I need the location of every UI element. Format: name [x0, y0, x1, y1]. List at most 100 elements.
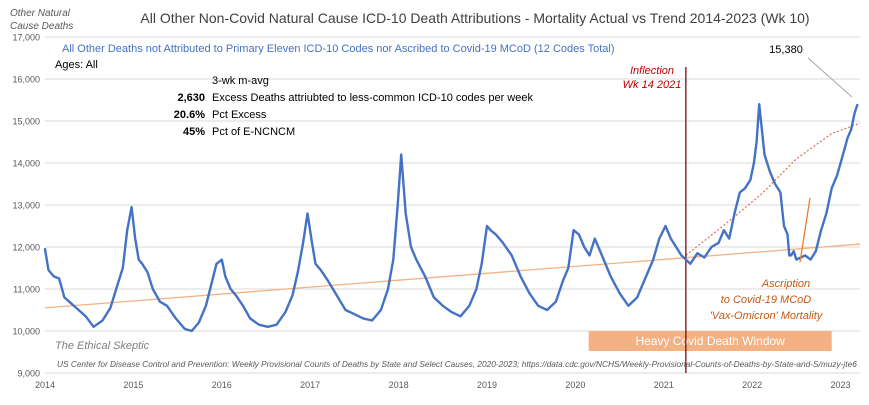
- data-point: [130, 206, 133, 208]
- y-tick-label: 12,000: [12, 243, 40, 253]
- data-point: [327, 279, 329, 282]
- data-point: [820, 229, 822, 231]
- data-point: [380, 309, 382, 311]
- data-point: [235, 294, 237, 297]
- data-point: [183, 328, 186, 330]
- data-point: [510, 254, 513, 257]
- inflection-label-line2: Wk 14 2021: [623, 79, 682, 91]
- trend-line: [44, 243, 861, 309]
- data-point: [783, 225, 785, 227]
- data-point: [680, 254, 683, 257]
- data-point: [652, 258, 654, 261]
- data-point: [242, 305, 244, 307]
- peak-leader-line: [807, 57, 853, 98]
- data-point: [779, 191, 782, 194]
- data-point: [396, 204, 399, 206]
- data-point: [175, 317, 177, 320]
- data-point: [728, 237, 730, 240]
- ages-label: Ages: All: [55, 59, 98, 71]
- data-point: [795, 258, 798, 261]
- chart-title: All Other Non-Covid Natural Cause ICD-10…: [140, 10, 809, 26]
- y-tick-labels: 9,000 10,000 11,000 12,000 13,000 14,000 15,00…: [12, 33, 40, 379]
- x-tick-label: 2022: [742, 380, 762, 390]
- data-point: [744, 187, 746, 189]
- x-tick-label: 2015: [123, 380, 143, 390]
- stats-header: 3-wk m-avg: [212, 75, 269, 87]
- data-point: [609, 275, 612, 278]
- x-tick-label: 2021: [654, 380, 674, 390]
- data-point: [537, 305, 540, 307]
- data-point: [792, 250, 795, 252]
- ascription-label-line1: Ascription: [761, 278, 810, 290]
- trend-projection-line: [685, 122, 861, 256]
- data-point: [441, 305, 444, 307]
- data-point: [763, 153, 766, 156]
- data-point: [588, 254, 591, 257]
- data-point: [723, 229, 725, 231]
- data-point: [790, 254, 792, 257]
- data-point: [190, 330, 193, 332]
- data-point: [335, 294, 338, 297]
- data-point: [717, 242, 720, 244]
- data-point: [749, 179, 752, 181]
- data-point: [433, 296, 435, 299]
- data-point: [658, 237, 661, 240]
- data-point: [830, 187, 833, 189]
- data-point: [685, 258, 687, 261]
- data-point: [353, 313, 356, 316]
- data-point: [519, 275, 522, 278]
- stat-label-excess: Excess Deaths attriubted to less-common …: [212, 92, 533, 104]
- data-point: [47, 269, 50, 271]
- data-point: [645, 275, 647, 278]
- data-point: [44, 248, 46, 250]
- data-point: [126, 229, 129, 231]
- data-point: [134, 237, 136, 240]
- data-point: [297, 271, 299, 274]
- stat-label-pct-encncm: Pct of E-NCNCM: [212, 126, 295, 138]
- data-point: [601, 254, 603, 257]
- y-tick-label: 9,000: [17, 369, 40, 379]
- covid-window-band: [588, 331, 832, 351]
- data-point: [528, 292, 531, 295]
- y-tick-label: 16,000: [12, 75, 40, 85]
- data-point: [53, 275, 55, 278]
- data-point: [306, 212, 309, 215]
- gridlines: [45, 36, 860, 374]
- data-point: [392, 258, 395, 261]
- data-point: [710, 246, 713, 248]
- stat-value-excess: 2,630: [177, 92, 205, 104]
- x-tick-label: 2016: [212, 380, 232, 390]
- data-point: [152, 288, 154, 290]
- data-point: [291, 294, 294, 297]
- y-axis-label-line2: Cause Deaths: [10, 21, 73, 32]
- data-point: [809, 258, 812, 261]
- data-point: [319, 269, 322, 271]
- data-point: [344, 309, 347, 311]
- data-point: [856, 104, 859, 106]
- data-point: [410, 246, 412, 248]
- data-point: [159, 300, 161, 303]
- y-tick-label: 10,000: [12, 327, 40, 337]
- data-point: [371, 319, 373, 322]
- data-point: [502, 242, 504, 244]
- data-point: [109, 307, 112, 309]
- data-point: [846, 137, 849, 139]
- data-point: [567, 267, 570, 269]
- data-point: [101, 319, 104, 322]
- data-point: [486, 225, 488, 227]
- stat-label-pct-excess: Pct Excess: [212, 109, 267, 121]
- stat-value-pct-encncm: 45%: [183, 126, 205, 138]
- data-point: [146, 271, 149, 274]
- data-point: [738, 191, 741, 194]
- data-point: [755, 141, 758, 143]
- data-point: [480, 263, 483, 265]
- y-tick-label: 14,000: [12, 159, 40, 169]
- y-tick-label: 15,000: [12, 117, 40, 127]
- data-point: [198, 321, 200, 324]
- data-point: [696, 252, 699, 255]
- data-point: [77, 309, 80, 311]
- data-point: [58, 277, 60, 280]
- covid-window-label: Heavy Covid Death Window: [635, 334, 785, 348]
- data-point: [224, 275, 227, 278]
